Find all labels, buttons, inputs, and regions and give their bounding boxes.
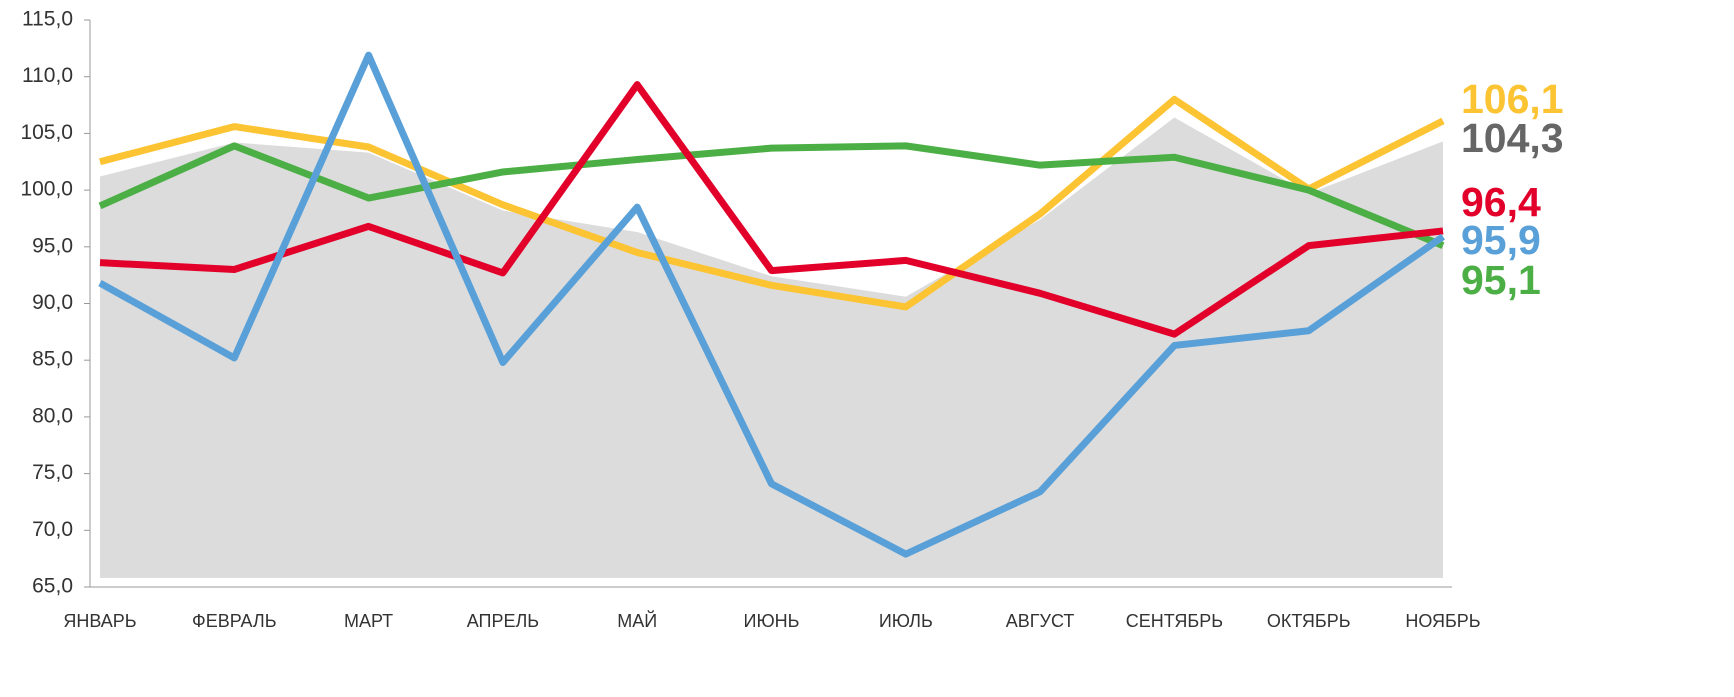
y-tick-label: 100,0: [20, 178, 73, 201]
y-tick-label: 80,0: [32, 404, 73, 427]
value-label: 104,3: [1461, 115, 1564, 161]
line: [98, 51, 1446, 558]
x-tick-label: ФЕВРАЛЬ: [192, 611, 277, 631]
area: [100, 117, 1443, 579]
x-tick-label: ЯНВАРЬ: [63, 611, 136, 631]
x-tick-label: МАЙ: [617, 610, 657, 631]
line: [98, 142, 1445, 249]
line: [99, 95, 1445, 311]
y-tick-label: 65,0: [32, 575, 73, 598]
y-tick-label: 95,0: [32, 234, 73, 257]
y-tick-label: 90,0: [32, 291, 73, 314]
value-label: 106,1: [1461, 76, 1564, 122]
y-tick-label: 85,0: [32, 348, 73, 371]
x-tick-label: ИЮЛЬ: [879, 611, 933, 631]
x-tick-label: АПРЕЛЬ: [467, 611, 539, 631]
y-tick-label: 115,0: [22, 8, 73, 31]
x-tick-label: СЕНТЯБРЬ: [1126, 611, 1223, 631]
value-label: 95,1: [1461, 257, 1541, 303]
line: [99, 81, 1444, 338]
x-tick-label: АВГУСТ: [1006, 611, 1075, 631]
x-tick-label: НОЯБРЬ: [1405, 611, 1480, 631]
x-tick-label: МАРТ: [344, 611, 393, 631]
y-tick-label: 75,0: [32, 461, 73, 484]
value-label: 96,4: [1461, 179, 1541, 225]
y-tick-label: 110,0: [22, 64, 73, 87]
y-tick-label: 70,0: [32, 518, 73, 541]
x-tick-label: ИЮНЬ: [744, 611, 800, 631]
y-tick-label: 105,0: [20, 121, 73, 144]
x-tick-label: ОКТЯБРЬ: [1267, 611, 1351, 631]
value-label: 95,9: [1461, 217, 1541, 263]
